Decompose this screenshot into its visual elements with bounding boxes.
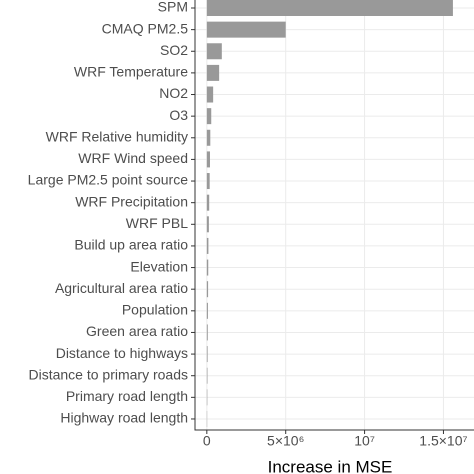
y-tick-label: SO2	[160, 42, 188, 58]
y-tick-label: Large PM2.5 point source	[28, 172, 189, 188]
bar	[206, 129, 211, 146]
y-tick-label: WRF Wind speed	[78, 150, 188, 166]
y-tick-label: Green area ratio	[86, 323, 188, 339]
bar	[206, 302, 208, 319]
bar	[206, 151, 210, 168]
x-tick-label: 1.5×10⁷	[419, 433, 467, 449]
y-tick-label: Primary road length	[66, 388, 188, 404]
y-tick-label: SPM	[158, 0, 188, 15]
y-tick-label: CMAQ PM2.5	[102, 20, 189, 36]
x-tick-label: 5×10⁶	[267, 433, 304, 449]
y-tick-label: Elevation	[130, 258, 188, 274]
panel	[195, 0, 474, 430]
x-axis-title: Increase in MSE	[268, 457, 393, 474]
bar	[206, 86, 214, 103]
y-tick-label: O3	[169, 107, 188, 123]
y-tick-label: WRF PBL	[126, 215, 188, 231]
x-tick-label: 0	[203, 433, 211, 449]
y-tick-label: Distance to primary roads	[28, 366, 188, 382]
bar	[206, 367, 208, 384]
y-tick-label: Agricultural area ratio	[55, 280, 188, 296]
panel-border	[194, 0, 474, 431]
y-tick-label: Highway road length	[60, 410, 188, 426]
bar	[206, 259, 209, 276]
bar	[206, 108, 212, 125]
y-tick-label: WRF Precipitation	[75, 193, 188, 209]
y-tick-label: Build up area ratio	[74, 237, 188, 253]
bar	[206, 346, 208, 363]
y-tick-label: WRF Relative humidity	[46, 128, 188, 144]
bar	[206, 43, 222, 60]
y-tick-label: NO2	[159, 85, 188, 101]
bar	[206, 324, 208, 341]
bar	[206, 281, 209, 298]
y-tick-label: WRF Temperature	[74, 64, 188, 80]
y-tick-label: Population	[122, 302, 188, 318]
bar	[206, 0, 453, 16]
x-tick-label: 10⁷	[354, 433, 375, 449]
bar	[206, 64, 220, 81]
bar	[206, 237, 209, 254]
y-tick-label: Distance to highways	[56, 345, 188, 361]
bar	[206, 194, 210, 211]
bar	[206, 216, 209, 233]
bar	[206, 173, 210, 190]
bar	[206, 21, 286, 38]
